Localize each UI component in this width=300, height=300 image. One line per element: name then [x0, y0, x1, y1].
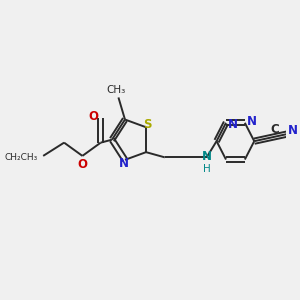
Text: CH₂CH₃: CH₂CH₃	[4, 153, 38, 162]
Text: N: N	[202, 150, 212, 163]
Text: H: H	[203, 164, 211, 173]
Text: S: S	[143, 118, 152, 131]
Text: N: N	[228, 118, 238, 131]
Text: O: O	[88, 110, 98, 123]
Text: C: C	[270, 123, 279, 136]
Text: N: N	[247, 115, 257, 128]
Text: N: N	[288, 124, 298, 137]
Text: N: N	[119, 157, 129, 170]
Text: O: O	[77, 158, 87, 171]
Text: CH₃: CH₃	[106, 85, 125, 95]
